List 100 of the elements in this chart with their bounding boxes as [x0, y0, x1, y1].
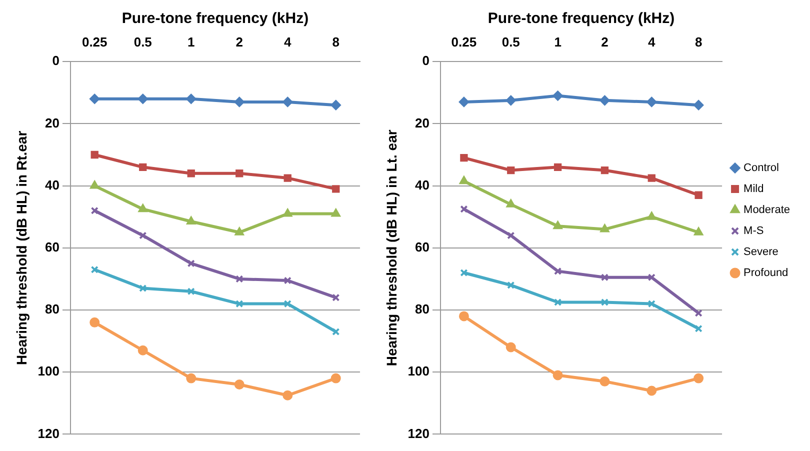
point: [507, 232, 515, 240]
point: [139, 284, 147, 292]
point: [186, 216, 196, 225]
point: [236, 300, 244, 308]
point: [553, 221, 562, 230]
point: [187, 170, 195, 178]
x-axis-title: Pure-tone frequency (kHz): [122, 10, 309, 28]
point: [694, 227, 704, 236]
x-tick-label: 8: [332, 34, 340, 50]
point: [332, 185, 340, 193]
point: [186, 373, 196, 384]
point: [694, 309, 702, 317]
y-tick-label: 60: [45, 239, 60, 254]
y-tick-label: 60: [415, 239, 430, 254]
point: [458, 96, 469, 107]
point: [138, 204, 148, 212]
legend-label: M-S: [744, 225, 764, 238]
point: [506, 95, 516, 106]
point: [234, 227, 244, 236]
point: [90, 94, 100, 104]
point: [507, 166, 515, 174]
point: [694, 100, 704, 110]
x-tick-label: 2: [236, 34, 243, 50]
x-tick-label: 0.5: [502, 34, 520, 50]
x-tick-label: 4: [648, 34, 656, 50]
point: [694, 324, 702, 332]
legend-label: Mild: [744, 183, 764, 196]
x-tick-label: 0.5: [134, 34, 152, 50]
y-tick-label: 40: [415, 177, 430, 192]
x-tick-label: 8: [694, 34, 702, 50]
point: [187, 288, 195, 296]
point: [600, 298, 609, 306]
point: [139, 232, 147, 240]
y-tick-label: 80: [45, 302, 60, 317]
x-tick-label: 2: [601, 34, 608, 50]
x-tick-label: 1: [554, 34, 562, 50]
y-tick-label: 100: [38, 364, 60, 379]
point: [138, 345, 148, 356]
y-tick-label: 0: [422, 53, 430, 68]
x-tick-label: 4: [284, 34, 292, 50]
point: [236, 275, 244, 283]
legend-label: Profound: [744, 267, 788, 280]
point: [90, 180, 100, 189]
y-tick-label: 20: [45, 115, 60, 130]
point: [186, 94, 196, 104]
point: [284, 174, 292, 182]
point: [187, 260, 195, 268]
point: [282, 96, 293, 107]
point: [600, 224, 610, 232]
legend-label: Severe: [744, 246, 778, 258]
point: [507, 281, 515, 289]
point: [646, 96, 657, 107]
point: [234, 96, 244, 107]
y-tick-label: 40: [45, 177, 60, 192]
point: [694, 373, 704, 384]
point: [330, 373, 341, 384]
point: [600, 376, 610, 386]
y-tick-label: 0: [52, 53, 60, 68]
point: [554, 298, 562, 306]
point: [552, 90, 563, 101]
point: [554, 267, 562, 276]
point: [600, 166, 609, 174]
point: [332, 328, 340, 336]
point: [234, 380, 244, 390]
x-tick-label: 0.25: [82, 34, 108, 50]
y-tick-label: 100: [408, 364, 430, 379]
point: [552, 370, 563, 380]
point: [283, 208, 292, 217]
point: [460, 154, 468, 162]
point: [90, 317, 100, 328]
point: [554, 163, 562, 171]
point: [139, 163, 147, 171]
y-tick-label: 120: [408, 426, 430, 441]
point: [284, 276, 292, 284]
point: [506, 199, 516, 208]
point: [459, 176, 468, 184]
legend-label: Moderate: [744, 204, 790, 216]
point: [506, 342, 516, 352]
point: [458, 311, 469, 322]
point: [600, 274, 609, 282]
point: [332, 294, 340, 302]
point: [284, 300, 292, 308]
x-tick-label: 1: [188, 34, 195, 50]
y-tick-label: 80: [415, 302, 430, 317]
legend-label: Control: [744, 162, 779, 174]
point: [694, 191, 702, 199]
point: [648, 174, 656, 182]
y-tick-label: 20: [415, 115, 430, 130]
point: [648, 274, 656, 282]
point: [138, 94, 148, 104]
point: [236, 170, 244, 178]
point: [648, 300, 656, 308]
point: [282, 390, 293, 400]
point: [90, 150, 98, 159]
point: [647, 212, 656, 220]
point: [331, 208, 340, 217]
x-tick-label: 0.25: [451, 34, 477, 50]
y-axis-title: Hearing threshold (dB HL) in Lt. ear: [383, 129, 400, 366]
y-axis-title: Hearing threshold (dB HL) in Rt.ear: [13, 130, 30, 365]
point: [330, 100, 341, 110]
